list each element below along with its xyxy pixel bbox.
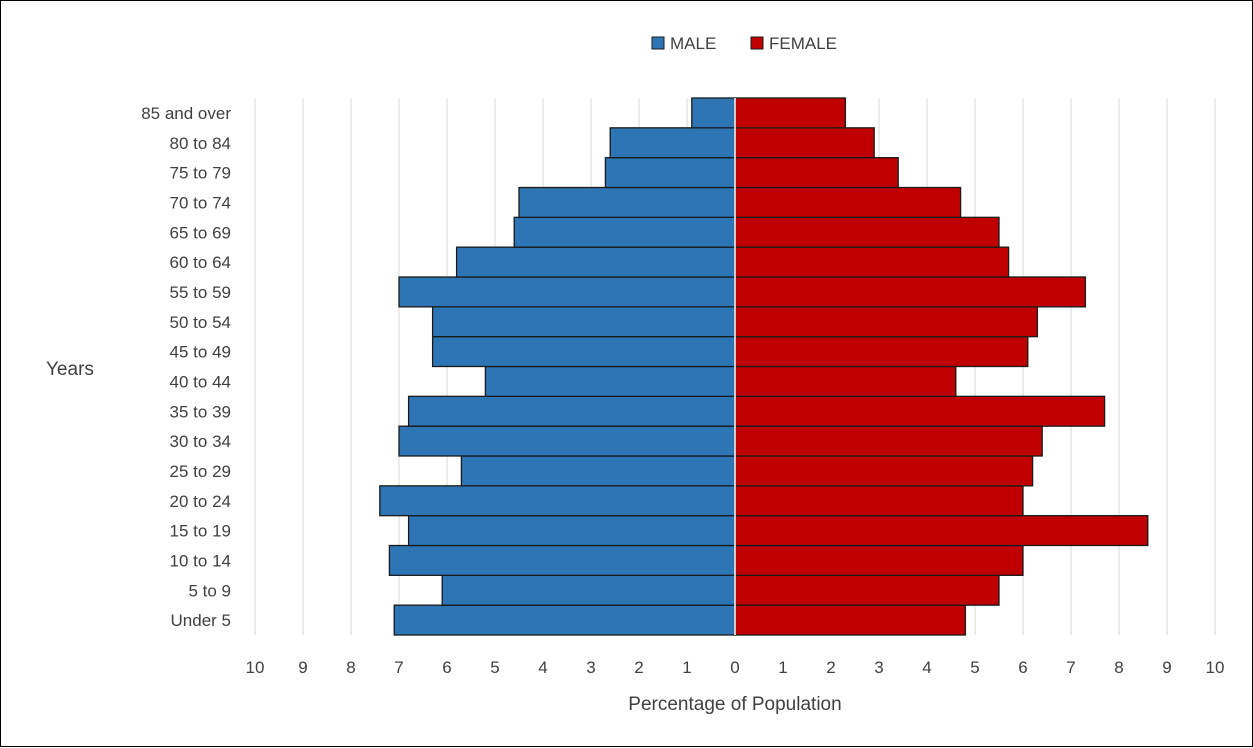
x-tick-label: 10 [1206,658,1225,677]
x-tick-label: 2 [826,658,835,677]
category-label: 35 to 39 [170,402,231,421]
x-tick-label: 9 [298,658,307,677]
bar-male [398,425,736,457]
x-tick-label: 8 [1114,658,1123,677]
x-tick-label: 3 [874,658,883,677]
legend-male-label: MALE [670,34,716,53]
x-tick-label: 6 [442,658,451,677]
category-label: 55 to 59 [170,283,231,302]
legend-male-swatch [651,36,665,50]
bar-female [734,604,967,636]
category-label: 25 to 29 [170,462,231,481]
y-axis-title: Years [46,359,94,380]
category-labels: Under 5 5 to 9 10 to 14 15 to 19 20 to 24 25 … [141,104,231,630]
bar-male [604,157,736,189]
category-label: 80 to 84 [170,134,231,153]
bar-male [609,127,736,159]
category-label: 45 to 49 [170,343,231,362]
bar-male [460,455,736,487]
category-label: 75 to 79 [170,164,231,183]
bar-female [734,157,899,189]
bar-male [484,365,736,397]
x-tick-label: 2 [634,658,643,677]
bar-male [407,395,736,427]
bar-female [734,515,1149,547]
category-label: 15 to 19 [170,522,231,541]
bar-female [734,485,1024,517]
bar-female [734,127,875,159]
x-tick-label: 6 [1018,658,1027,677]
category-label: 40 to 44 [170,372,231,391]
legend-female-swatch [750,36,764,50]
bar-male [691,97,736,129]
x-tick-label: 8 [346,658,355,677]
x-tick-labels: 10 9 8 7 6 5 4 3 2 1 0 1 2 3 4 5 6 7 8 9 10 [246,658,1225,677]
bar-female [734,97,847,129]
bar-female [734,544,1024,576]
x-tick-label: 4 [922,658,931,677]
bar-male [388,544,736,576]
category-label: 70 to 74 [170,193,231,212]
x-tick-label: 5 [490,658,499,677]
legend-female-label: FEMALE [769,34,837,53]
x-tick-label: 9 [1162,658,1171,677]
x-tick-label: 0 [730,658,739,677]
bar-male [393,604,736,636]
bar-male [455,246,736,278]
bar-female [734,455,1034,487]
category-label: 60 to 64 [170,253,231,272]
x-tick-label: 10 [246,658,265,677]
bar-female [734,395,1106,427]
bar-male [407,515,736,547]
category-label: 30 to 34 [170,432,231,451]
x-tick-label: 3 [586,658,595,677]
x-tick-label: 1 [682,658,691,677]
legend: MALE FEMALE [651,34,837,53]
category-label: 50 to 54 [170,313,231,332]
category-label: 20 to 24 [170,492,231,511]
bar-male [431,306,736,338]
category-label: 85 and over [141,104,231,123]
category-label: 10 to 14 [170,551,231,570]
x-axis-title: Percentage of Population [628,694,841,715]
bar-female [734,365,957,397]
x-tick-label: 1 [778,658,787,677]
bar-female [734,216,1000,248]
x-tick-label: 7 [1066,658,1075,677]
bar-female [734,276,1087,308]
bar-female [734,186,962,218]
x-tick-label: 5 [970,658,979,677]
bar-male [518,186,736,218]
bar-female [734,336,1029,368]
category-label: 5 to 9 [188,581,231,600]
category-label: Under 5 [171,611,231,630]
bar-male [431,336,736,368]
bar-female [734,425,1043,457]
x-tick-label: 7 [394,658,403,677]
category-label: 65 to 69 [170,223,231,242]
bar-male [441,574,736,606]
bar-female [734,246,1010,278]
bar-female [734,574,1000,606]
bar-male [379,485,736,517]
bar-male [398,276,736,308]
bars [379,97,1149,636]
x-tick-label: 4 [538,658,547,677]
bar-male [513,216,736,248]
bar-female [734,306,1039,338]
